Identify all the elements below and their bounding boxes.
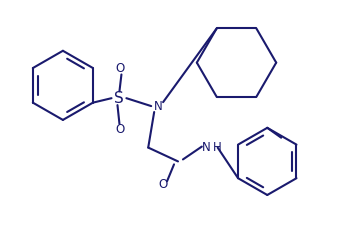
Text: H: H xyxy=(213,141,221,154)
Text: O: O xyxy=(116,123,125,136)
Text: N: N xyxy=(202,141,210,154)
Text: S: S xyxy=(114,91,123,106)
Text: O: O xyxy=(158,178,168,191)
Text: O: O xyxy=(116,62,125,75)
Text: N: N xyxy=(154,100,162,113)
